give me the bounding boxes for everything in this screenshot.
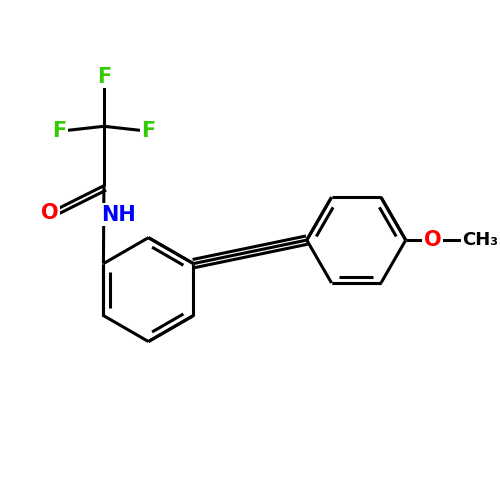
Text: F: F [97, 67, 111, 87]
Text: O: O [424, 230, 442, 250]
Text: F: F [142, 121, 156, 141]
Text: NH: NH [101, 204, 136, 225]
Text: CH₃: CH₃ [462, 231, 498, 249]
Text: O: O [40, 203, 58, 223]
Text: F: F [52, 121, 66, 141]
